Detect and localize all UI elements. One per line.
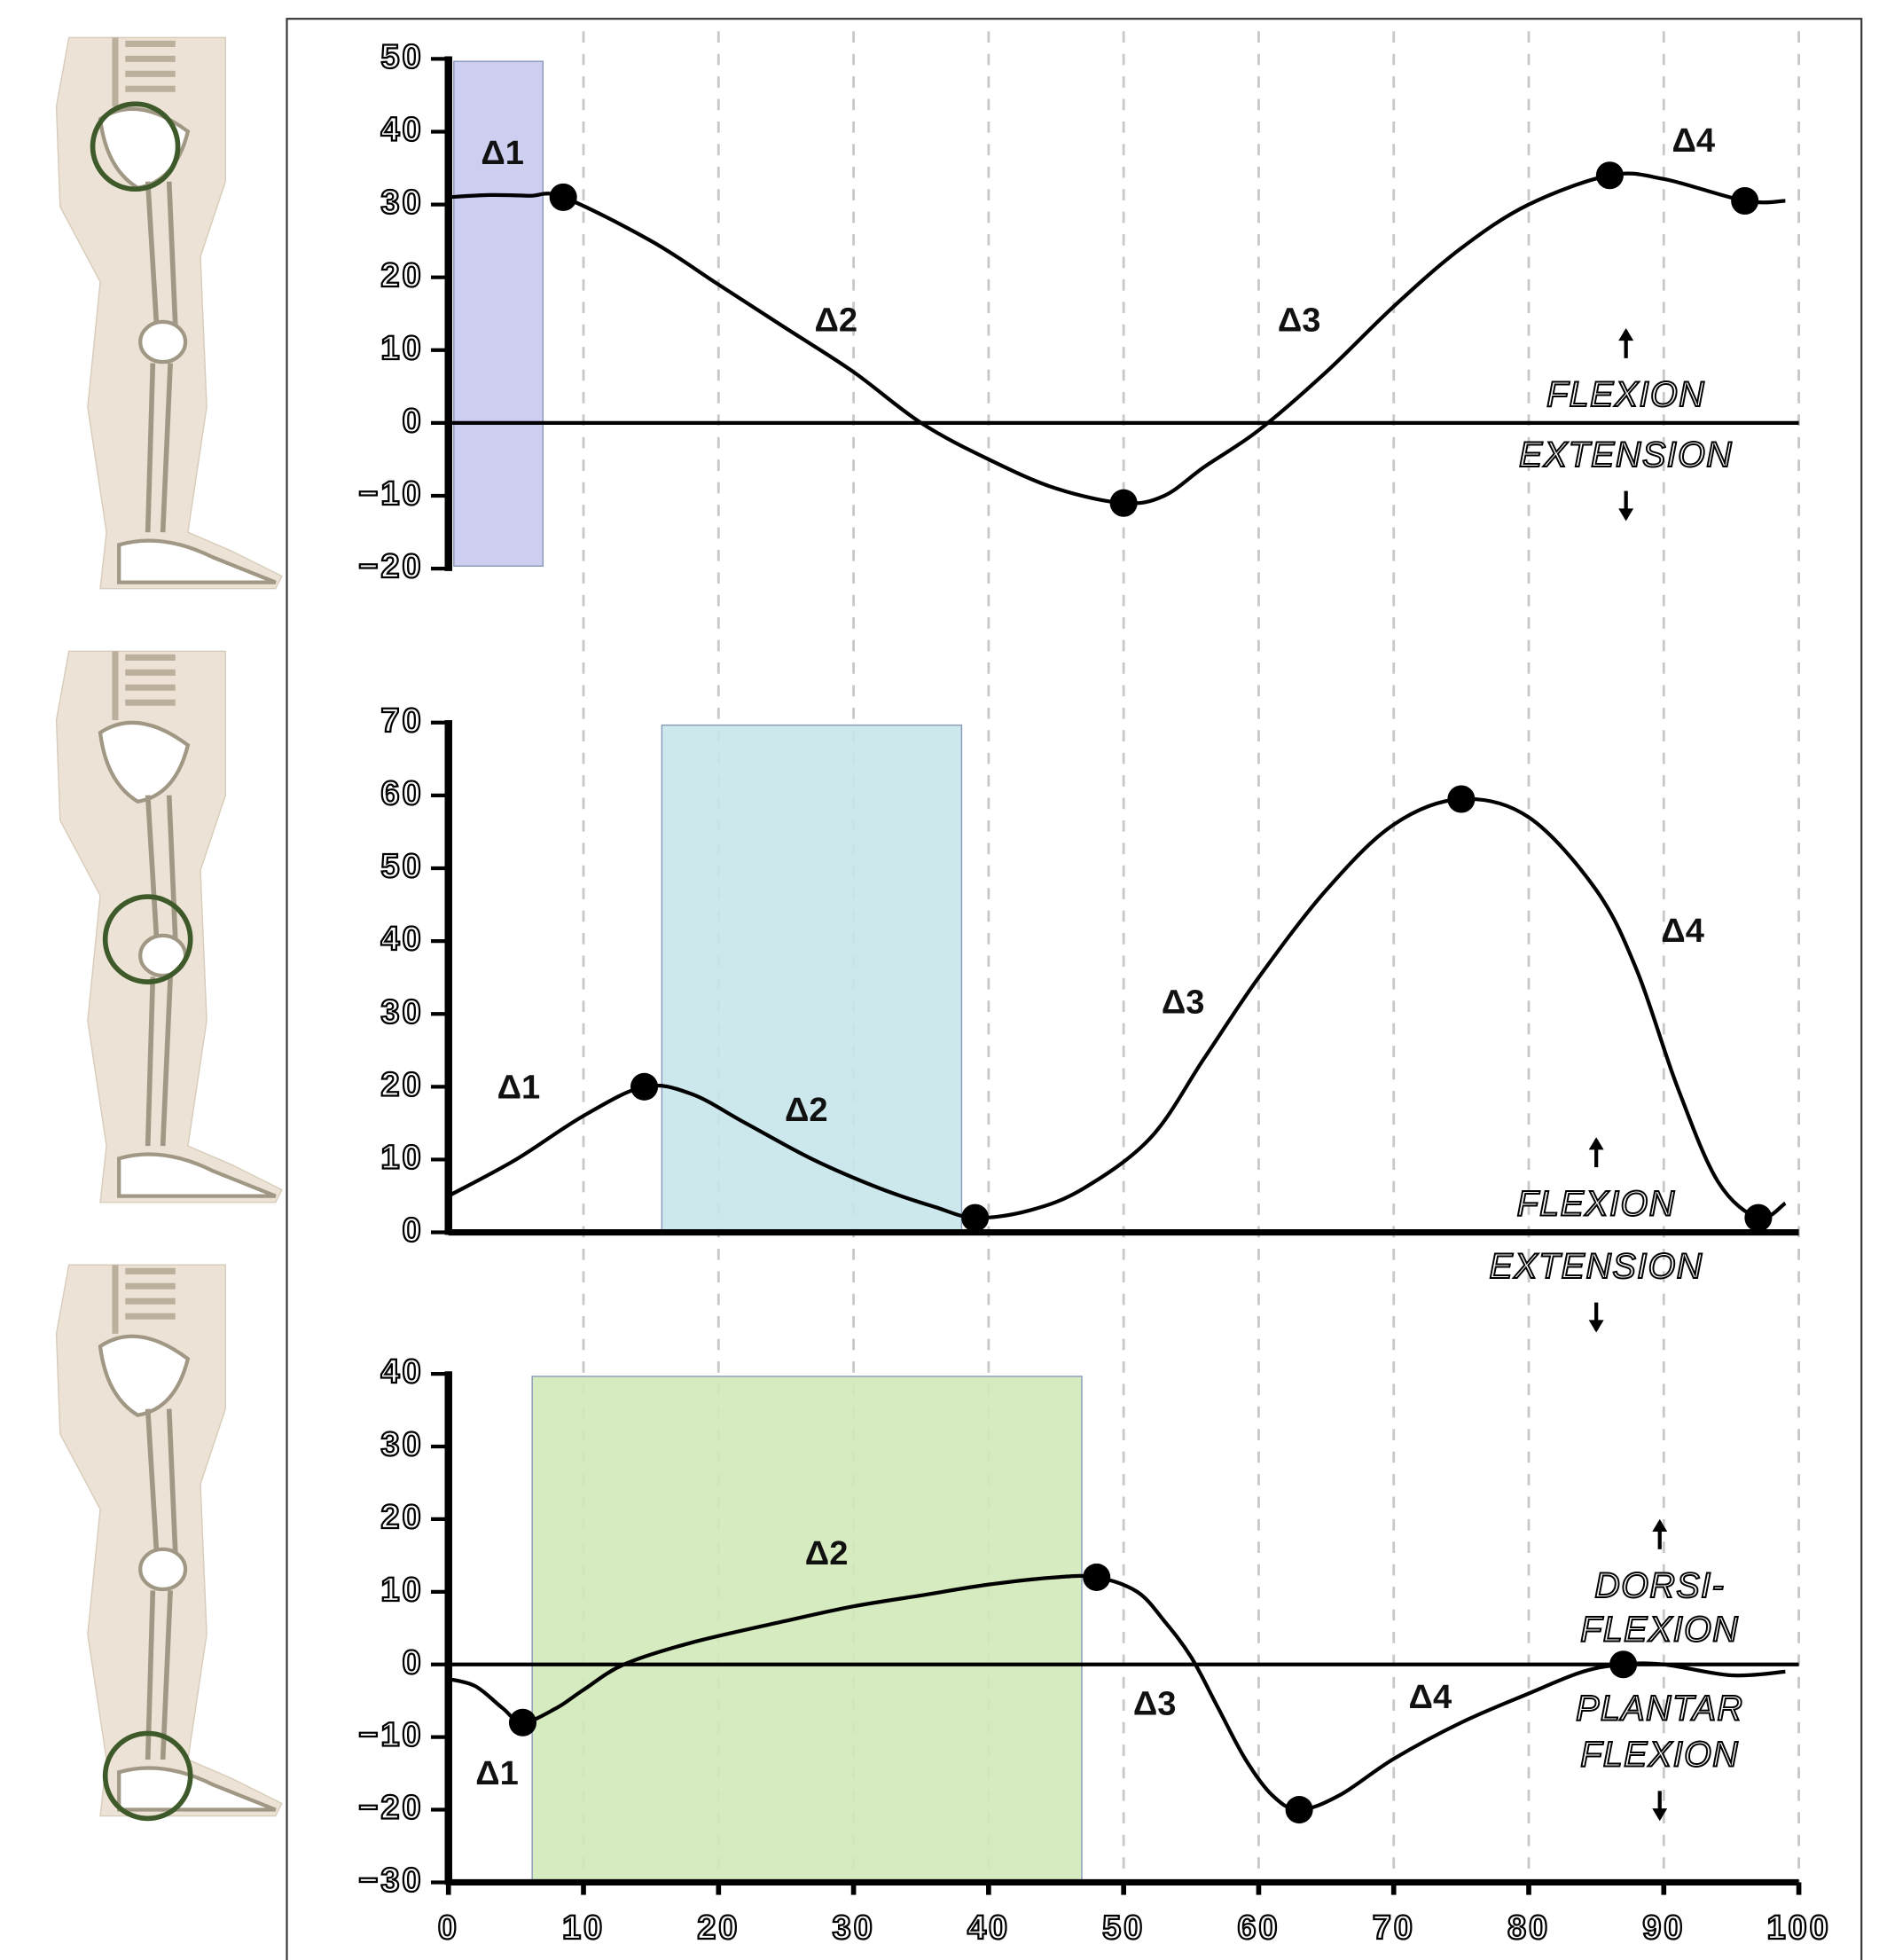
direction-label: FLEXION — [1517, 1184, 1676, 1223]
x-tick-label: 20 — [697, 1909, 740, 1947]
y-tick-label: 50 — [380, 37, 423, 75]
y-tick-label: 0 — [402, 1211, 423, 1250]
y-tick-label: −10 — [358, 1716, 423, 1754]
y-tick-label: −10 — [358, 474, 423, 513]
phase-label: Δ3 — [1133, 1685, 1177, 1723]
y-tick-label: 50 — [380, 847, 423, 885]
phase-label: Δ1 — [475, 1754, 519, 1792]
phase-label: Δ2 — [814, 302, 857, 340]
y-tick-label: 20 — [380, 1498, 423, 1536]
event-point — [630, 1073, 658, 1101]
event-point — [1731, 187, 1758, 215]
y-tick-label: 70 — [380, 702, 423, 740]
y-tick-label: 30 — [380, 184, 423, 222]
x-tick-label: 100 — [1767, 1909, 1831, 1947]
phase-label: Δ1 — [481, 134, 524, 172]
phase-highlight — [662, 725, 961, 1230]
x-tick-label: 60 — [1237, 1909, 1280, 1947]
y-tick-label: 0 — [402, 402, 423, 440]
y-tick-label: 20 — [380, 1065, 423, 1103]
event-point — [1744, 1204, 1772, 1232]
y-tick-label: 30 — [380, 992, 423, 1031]
y-tick-label: 60 — [380, 774, 423, 812]
phase-label: Δ3 — [1278, 302, 1321, 340]
direction-label: DORSI- — [1594, 1566, 1725, 1605]
knee — [140, 322, 185, 362]
phase-label: Δ2 — [805, 1534, 849, 1572]
y-tick-label: 10 — [380, 1139, 423, 1177]
phase-label: Δ2 — [785, 1091, 828, 1129]
direction-label: FLEXION — [1580, 1736, 1739, 1775]
y-tick-label: 40 — [380, 111, 423, 149]
x-tick-label: 0 — [438, 1909, 459, 1947]
direction-label: FLEXION — [1580, 1610, 1739, 1649]
y-tick-label: −20 — [358, 547, 423, 585]
x-tick-label: 10 — [562, 1909, 605, 1947]
event-point — [961, 1204, 989, 1232]
y-tick-label: 10 — [380, 329, 423, 367]
event-point — [509, 1709, 536, 1737]
gait-chart: 010203040506070809010050403020100−10−20Δ… — [0, 0, 1879, 1960]
y-tick-label: 10 — [380, 1571, 423, 1609]
phase-label: Δ1 — [497, 1069, 541, 1107]
direction-label: FLEXION — [1546, 375, 1705, 414]
y-tick-label: 20 — [380, 256, 423, 294]
x-tick-label: 50 — [1102, 1909, 1145, 1947]
x-tick-label: 30 — [833, 1909, 875, 1947]
event-point — [1083, 1564, 1110, 1591]
x-tick-label: 90 — [1642, 1909, 1685, 1947]
x-tick-label: 70 — [1373, 1909, 1415, 1947]
phase-label: Δ4 — [1672, 122, 1715, 160]
direction-label: EXTENSION — [1490, 1247, 1703, 1286]
y-tick-label: 30 — [380, 1425, 423, 1463]
y-tick-label: 40 — [380, 920, 423, 958]
phase-label: Δ4 — [1661, 912, 1704, 950]
y-tick-label: 40 — [380, 1352, 423, 1391]
event-point — [1609, 1650, 1637, 1678]
knee — [140, 1549, 185, 1589]
event-point — [1110, 490, 1138, 517]
y-tick-label: 0 — [402, 1643, 423, 1682]
event-point — [1447, 785, 1475, 812]
event-point — [1596, 161, 1624, 189]
direction-label: PLANTAR — [1576, 1689, 1743, 1728]
x-tick-label: 40 — [967, 1909, 1010, 1947]
y-tick-label: −30 — [358, 1862, 423, 1900]
phase-label: Δ4 — [1409, 1678, 1452, 1716]
phase-highlight — [532, 1376, 1082, 1880]
event-point — [550, 184, 577, 211]
direction-label: EXTENSION — [1519, 435, 1733, 474]
phase-label: Δ3 — [1162, 984, 1205, 1022]
y-tick-label: −20 — [358, 1789, 423, 1827]
x-tick-label: 80 — [1507, 1909, 1550, 1947]
event-point — [1286, 1796, 1313, 1823]
